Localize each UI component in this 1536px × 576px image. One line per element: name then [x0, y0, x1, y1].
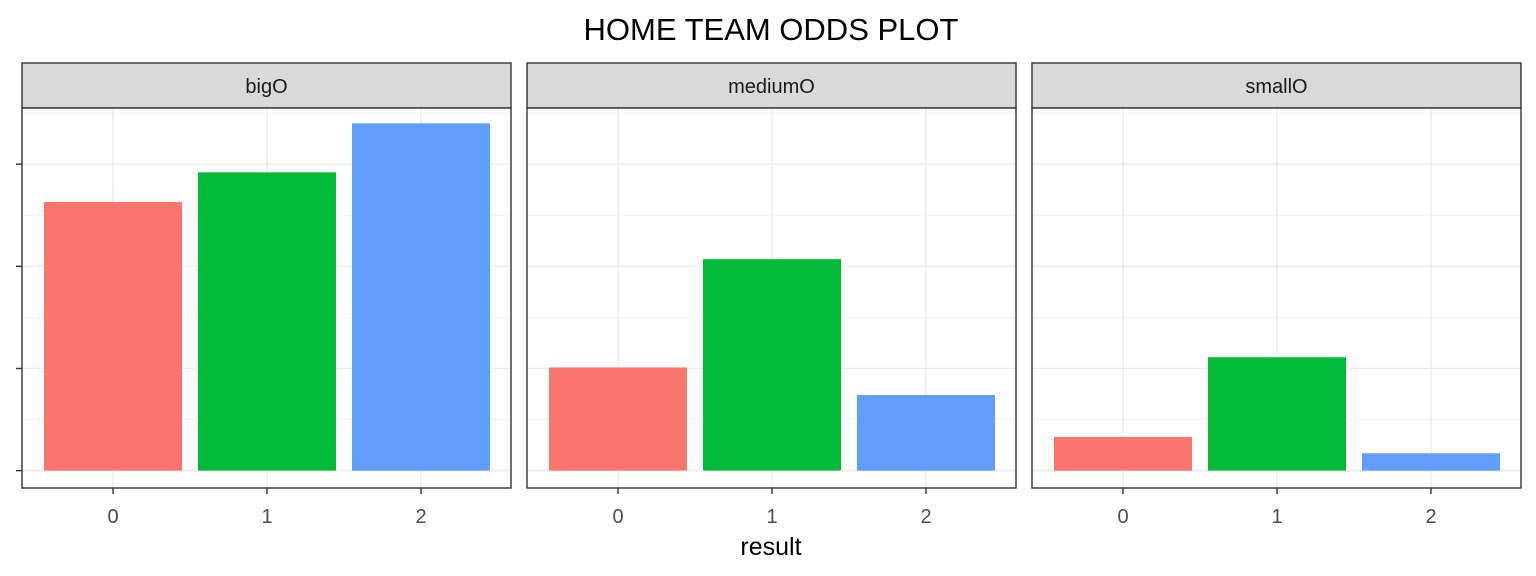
x-axis-title: result: [740, 533, 801, 561]
facet-strip-label: smallO: [1245, 76, 1307, 98]
facet-strip-label: bigO: [245, 76, 287, 98]
x-tick-label: 2: [1425, 506, 1436, 528]
bar-mediumO-0: [549, 367, 687, 471]
bar-mediumO-1: [703, 259, 841, 471]
bar-bigO-2: [352, 123, 490, 471]
bar-bigO-1: [198, 172, 336, 471]
x-tick-label: 2: [415, 506, 426, 528]
x-tick-label: 0: [1117, 506, 1128, 528]
bar-smallO-1: [1208, 357, 1346, 471]
facet-panel-smallO: smallO 0 1 2: [1031, 62, 1522, 528]
facet-panels: bigO 0 1 2 mediumO 0 1 2 smallO 0 1 2: [16, 62, 1522, 528]
x-tick-label: 1: [766, 506, 777, 528]
bar-bigO-0: [44, 201, 182, 471]
facet-strip: [1031, 62, 1522, 109]
facet-strip: [21, 62, 512, 109]
x-tick-label: 0: [107, 506, 118, 528]
facet-panel-bigO: bigO 0 1 2: [16, 62, 512, 528]
bar-smallO-2: [1362, 453, 1500, 471]
x-tick-label: 2: [920, 506, 931, 528]
x-tick-label: 0: [612, 506, 623, 528]
facet-strip-label: mediumO: [728, 76, 815, 98]
facet-strip: [526, 62, 1017, 109]
x-tick-label: 1: [1271, 506, 1282, 528]
x-tick-label: 1: [261, 506, 272, 528]
chart-title: HOME TEAM ODDS PLOT: [584, 12, 959, 47]
bar-mediumO-2: [857, 395, 995, 471]
facet-panel-mediumO: mediumO 0 1 2: [526, 62, 1017, 528]
bar-smallO-0: [1054, 436, 1192, 471]
